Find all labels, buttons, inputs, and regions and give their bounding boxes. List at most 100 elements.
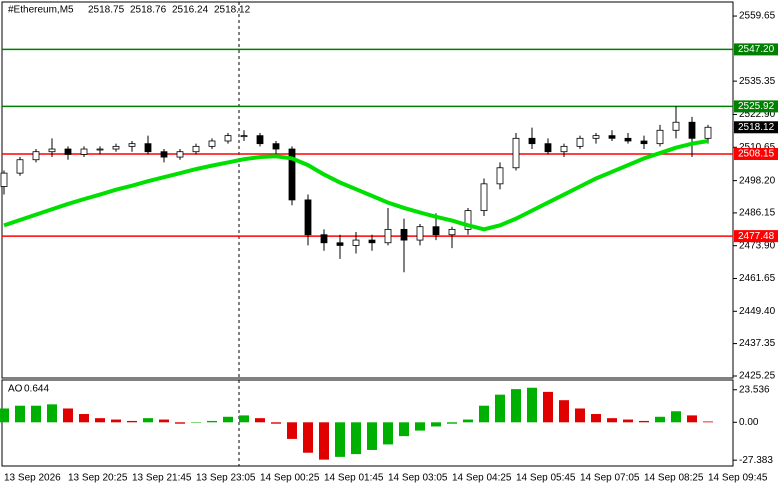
candle-body (576, 137, 584, 147)
y-tick-label: 2437.35 (739, 338, 776, 349)
ao-bar (127, 420, 137, 423)
ao-bar (319, 422, 329, 460)
current-price-box (734, 121, 778, 134)
ao-bar (223, 416, 233, 423)
candle-body (112, 145, 120, 150)
x-tick-label: 13 Sep 21:45 (132, 473, 192, 484)
ao-bar (175, 422, 185, 424)
header-value: 2518.75 (88, 5, 125, 16)
ao-bar (287, 422, 297, 439)
y-tick-label: -27.383 (739, 455, 773, 466)
x-tick-label: 14 Sep 04:25 (452, 473, 512, 484)
candle-body (368, 239, 376, 244)
ao-bar (479, 405, 489, 423)
x-tick-label: 14 Sep 08:25 (644, 473, 704, 484)
candle-body (464, 210, 472, 230)
y-tick-label: 2522.90 (739, 109, 776, 120)
candle-body (656, 129, 664, 145)
ao-bar (351, 422, 361, 455)
ao-bar (303, 422, 313, 453)
ao-bar (655, 416, 665, 423)
ao-bar (271, 422, 281, 424)
x-tick-label: 13 Sep 20:25 (68, 473, 128, 484)
ao-bar (95, 418, 105, 423)
candle-body (0, 172, 8, 187)
candle-body (160, 151, 168, 158)
y-tick-label: 23.536 (739, 384, 770, 395)
level-label: 2477.48 (738, 231, 775, 242)
ao-bar (47, 404, 57, 423)
candle-body (640, 140, 648, 145)
candle-body (96, 148, 104, 151)
level-label-box (734, 43, 778, 56)
ao-bar (111, 419, 121, 423)
candle-body (560, 145, 568, 153)
candle-body (80, 148, 88, 155)
x-tick-label: 14 Sep 07:05 (580, 473, 640, 484)
ao-bar (191, 422, 201, 423)
candle-body (48, 148, 56, 153)
candle-body (64, 148, 72, 155)
ao-bar (399, 422, 409, 437)
current-price-label: 2518.12 (738, 122, 775, 133)
ao-bar (543, 391, 553, 423)
candle-body (672, 121, 680, 131)
ao-bar (383, 422, 393, 445)
ao-bar (575, 408, 585, 423)
header-value: 2518.76 (130, 5, 167, 16)
ao-panel-frame (1, 379, 734, 467)
price-panel-frame (1, 1, 734, 379)
ao-bar (15, 405, 25, 423)
candle-body (16, 159, 24, 174)
ao-bar (255, 418, 265, 423)
ao-bar (687, 415, 697, 423)
ao-bar (431, 422, 441, 427)
ao-bar (607, 418, 617, 423)
ao-bar (79, 414, 89, 423)
level-label-box (734, 100, 778, 113)
ao-bar (527, 387, 537, 423)
candle-body (256, 135, 264, 145)
x-tick-label: 14 Sep 09:45 (708, 473, 768, 484)
y-tick-label: 2559.65 (739, 11, 776, 22)
header-value: 2518.12 (214, 5, 251, 16)
ao-bar (447, 422, 457, 424)
ao-bar (591, 414, 601, 423)
x-tick-label: 14 Sep 03:05 (388, 473, 448, 484)
x-tick-label: 14 Sep 01:45 (324, 473, 384, 484)
x-tick-label: 13 Sep 2026 (4, 473, 61, 484)
candle-body (272, 143, 280, 150)
y-tick-label: 2510.65 (739, 142, 776, 153)
candle-body (688, 121, 696, 139)
y-tick-label: 2449.40 (739, 306, 776, 317)
candle-body (304, 199, 312, 236)
candle-body (416, 226, 424, 241)
candle-body (240, 135, 248, 138)
ao-bar (159, 419, 169, 423)
candle-body (624, 137, 632, 142)
candle-body (144, 143, 152, 153)
ao-bar (335, 422, 345, 457)
symbol-title: #Ethereum,M5 (8, 5, 74, 16)
ao-current: 0.644 (24, 384, 49, 395)
moving-average (3, 139, 709, 232)
candle-body (544, 143, 552, 153)
level-label: 2547.20 (738, 44, 775, 55)
ao-bar (671, 411, 681, 423)
level-label: 2508.15 (738, 149, 775, 160)
candle-body (592, 135, 600, 139)
ao-bar (495, 394, 505, 423)
candle-body (384, 228, 392, 244)
candle-body (512, 137, 520, 169)
ao-bar (623, 419, 633, 423)
ao-bar (639, 420, 649, 423)
ao-bar (511, 389, 521, 423)
ao-bar (0, 408, 9, 423)
y-tick-label: 2535.35 (739, 76, 776, 87)
candle-body (128, 143, 136, 147)
ao-bar (239, 415, 249, 423)
candle-body (336, 242, 344, 246)
ao-bar (143, 418, 153, 423)
y-tick-label: 2473.90 (739, 240, 776, 251)
